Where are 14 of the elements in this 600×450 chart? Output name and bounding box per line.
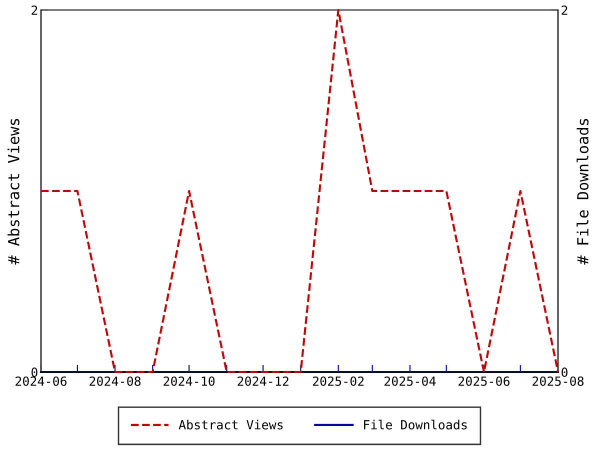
x-tick-label: 2024-06: [16, 376, 67, 386]
y2-tick-label: 2: [562, 6, 568, 15]
y2-axis-title: # File Downloads: [576, 118, 589, 265]
x-tick-label: 2025-06: [458, 376, 510, 386]
y-axis-title: # Abstract Views: [8, 118, 20, 265]
x-tick-label: 2024-12: [238, 376, 288, 386]
legend-label: File Downloads: [364, 420, 467, 430]
x-tick-label: 2024-08: [90, 376, 141, 386]
legend-label: Abstract Views: [178, 420, 283, 430]
y2-tick-label: 0: [562, 368, 568, 377]
x-tick-label: 2024-10: [164, 376, 215, 386]
x-tick-label: 2025-02: [312, 376, 364, 386]
x-tick-label: 2025-08: [532, 376, 584, 386]
x-tick-label: 2025-04: [384, 376, 436, 386]
